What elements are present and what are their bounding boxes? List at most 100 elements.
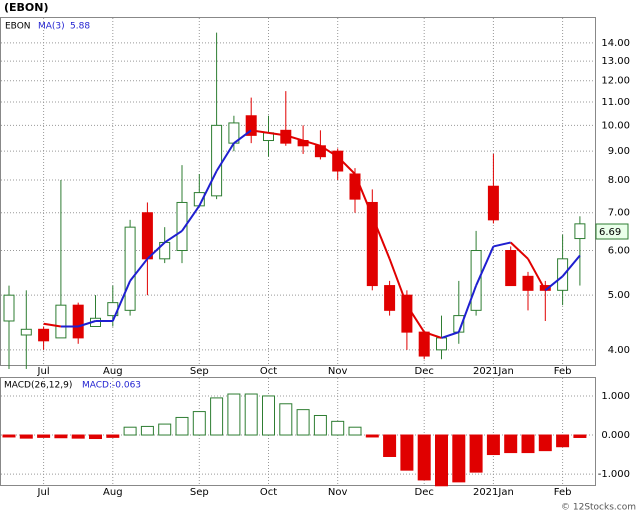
chart-title: (EBON) [4,1,49,14]
ma-segment [285,134,304,142]
ma-segment [302,139,321,147]
ma-segment [371,215,391,260]
ma-segment [43,322,62,328]
macd-value: MACD:-0.063 [82,381,141,391]
ma-segment [441,331,460,339]
legend-ma-value: 5.88 [70,22,90,32]
ma-segment [181,205,201,232]
y-tick-label: 14.00 [601,38,630,49]
ma-segment [319,144,339,158]
candle-body [505,250,517,287]
macd-bar [279,403,293,436]
candle-body [522,275,534,291]
ma-segment [251,129,269,134]
y-tick-label: 7.00 [608,208,630,219]
ma-segment [164,230,183,244]
macd-bar [262,395,275,436]
candle-body [176,201,188,252]
ma-segment [527,258,547,291]
macd-bar [348,426,362,436]
ma-segment [423,331,442,339]
y-tick-label: 10.00 [601,120,630,131]
x-tick-label: Nov [328,487,348,498]
x-tick-label: Nov [328,366,348,377]
ma-segment [336,155,356,175]
x-tick-label: Jul [37,366,50,377]
macd-bar [383,434,397,457]
ma-segment [354,173,374,217]
x-tick-label: Jul [37,487,50,498]
macd-bar [469,434,483,473]
legend-symbol: EBON [5,22,31,32]
ma-segment [146,241,166,260]
y-tick-label: 5.00 [608,290,630,301]
macd-bar [192,411,206,436]
ma-segment [457,285,478,333]
candle-body [436,337,447,351]
candle-body [349,173,361,200]
ma-segment [111,280,132,322]
y-tick-label: 8.00 [608,175,630,186]
macd-bar [435,434,448,487]
x-tick-label: 2021Jan [473,366,514,377]
candle-body [470,250,482,311]
macd-bar [556,434,570,448]
ma-segment [198,170,218,207]
candle-body [211,124,223,197]
ma-segment [475,246,495,286]
ma-segment [268,131,286,137]
candle-body [366,201,378,287]
ma-segment [215,142,235,172]
x-tick-label: Dec [415,487,434,498]
macd-bar [400,434,414,471]
x-tick-label: Sep [190,366,209,377]
candle-body [401,294,413,333]
x-tick-label: Aug [103,366,123,377]
candle-body [124,226,136,311]
candle-body [574,223,586,240]
last-price-box [595,223,629,240]
ma-segment [544,275,564,292]
macd-bar [244,393,258,436]
ma-segment [77,320,96,328]
ma-segment [129,258,149,282]
x-tick-label: Sep [190,487,209,498]
candle-body [20,328,32,336]
macd-bar [486,434,500,456]
ma-segment [233,129,252,144]
macd-bar [123,426,137,436]
macd-bar [71,434,85,439]
candle-body [55,304,67,339]
macd-bar [521,434,535,454]
y-tick-label: 0.000 [601,430,630,441]
ma-segment [406,304,426,333]
macd-bar [106,434,120,438]
macd-bar [54,434,68,439]
x-tick-label: Aug [103,487,123,498]
ma-segment [388,258,408,306]
candle-body [141,212,153,260]
macd-bar [158,423,172,436]
x-tick-label: Oct [260,366,277,377]
macd-bar [365,434,379,438]
y-tick-label: -1.000 [598,469,630,480]
y-tick-label: 6.00 [608,246,630,257]
macd-bar [573,434,587,438]
macd-bar [19,434,33,439]
y-tick-label: 12.00 [601,76,630,87]
macd-bar [331,420,345,436]
x-tick-label: 2021Jan [473,487,514,498]
ma-segment [493,241,511,248]
y-tick-label: 11.00 [601,97,630,108]
candle-body [384,285,396,311]
legend-ma: MA(3) [38,22,65,32]
macd-title: MACD(26,12,9) [4,381,72,391]
x-tick-label: Feb [554,487,572,498]
x-tick-label: Feb [554,366,572,377]
candle-body [557,258,569,291]
macd-bar [2,434,16,438]
y-tick-label: 13.00 [601,56,630,67]
x-tick-label: Dec [415,366,434,377]
candle-body [38,328,50,342]
